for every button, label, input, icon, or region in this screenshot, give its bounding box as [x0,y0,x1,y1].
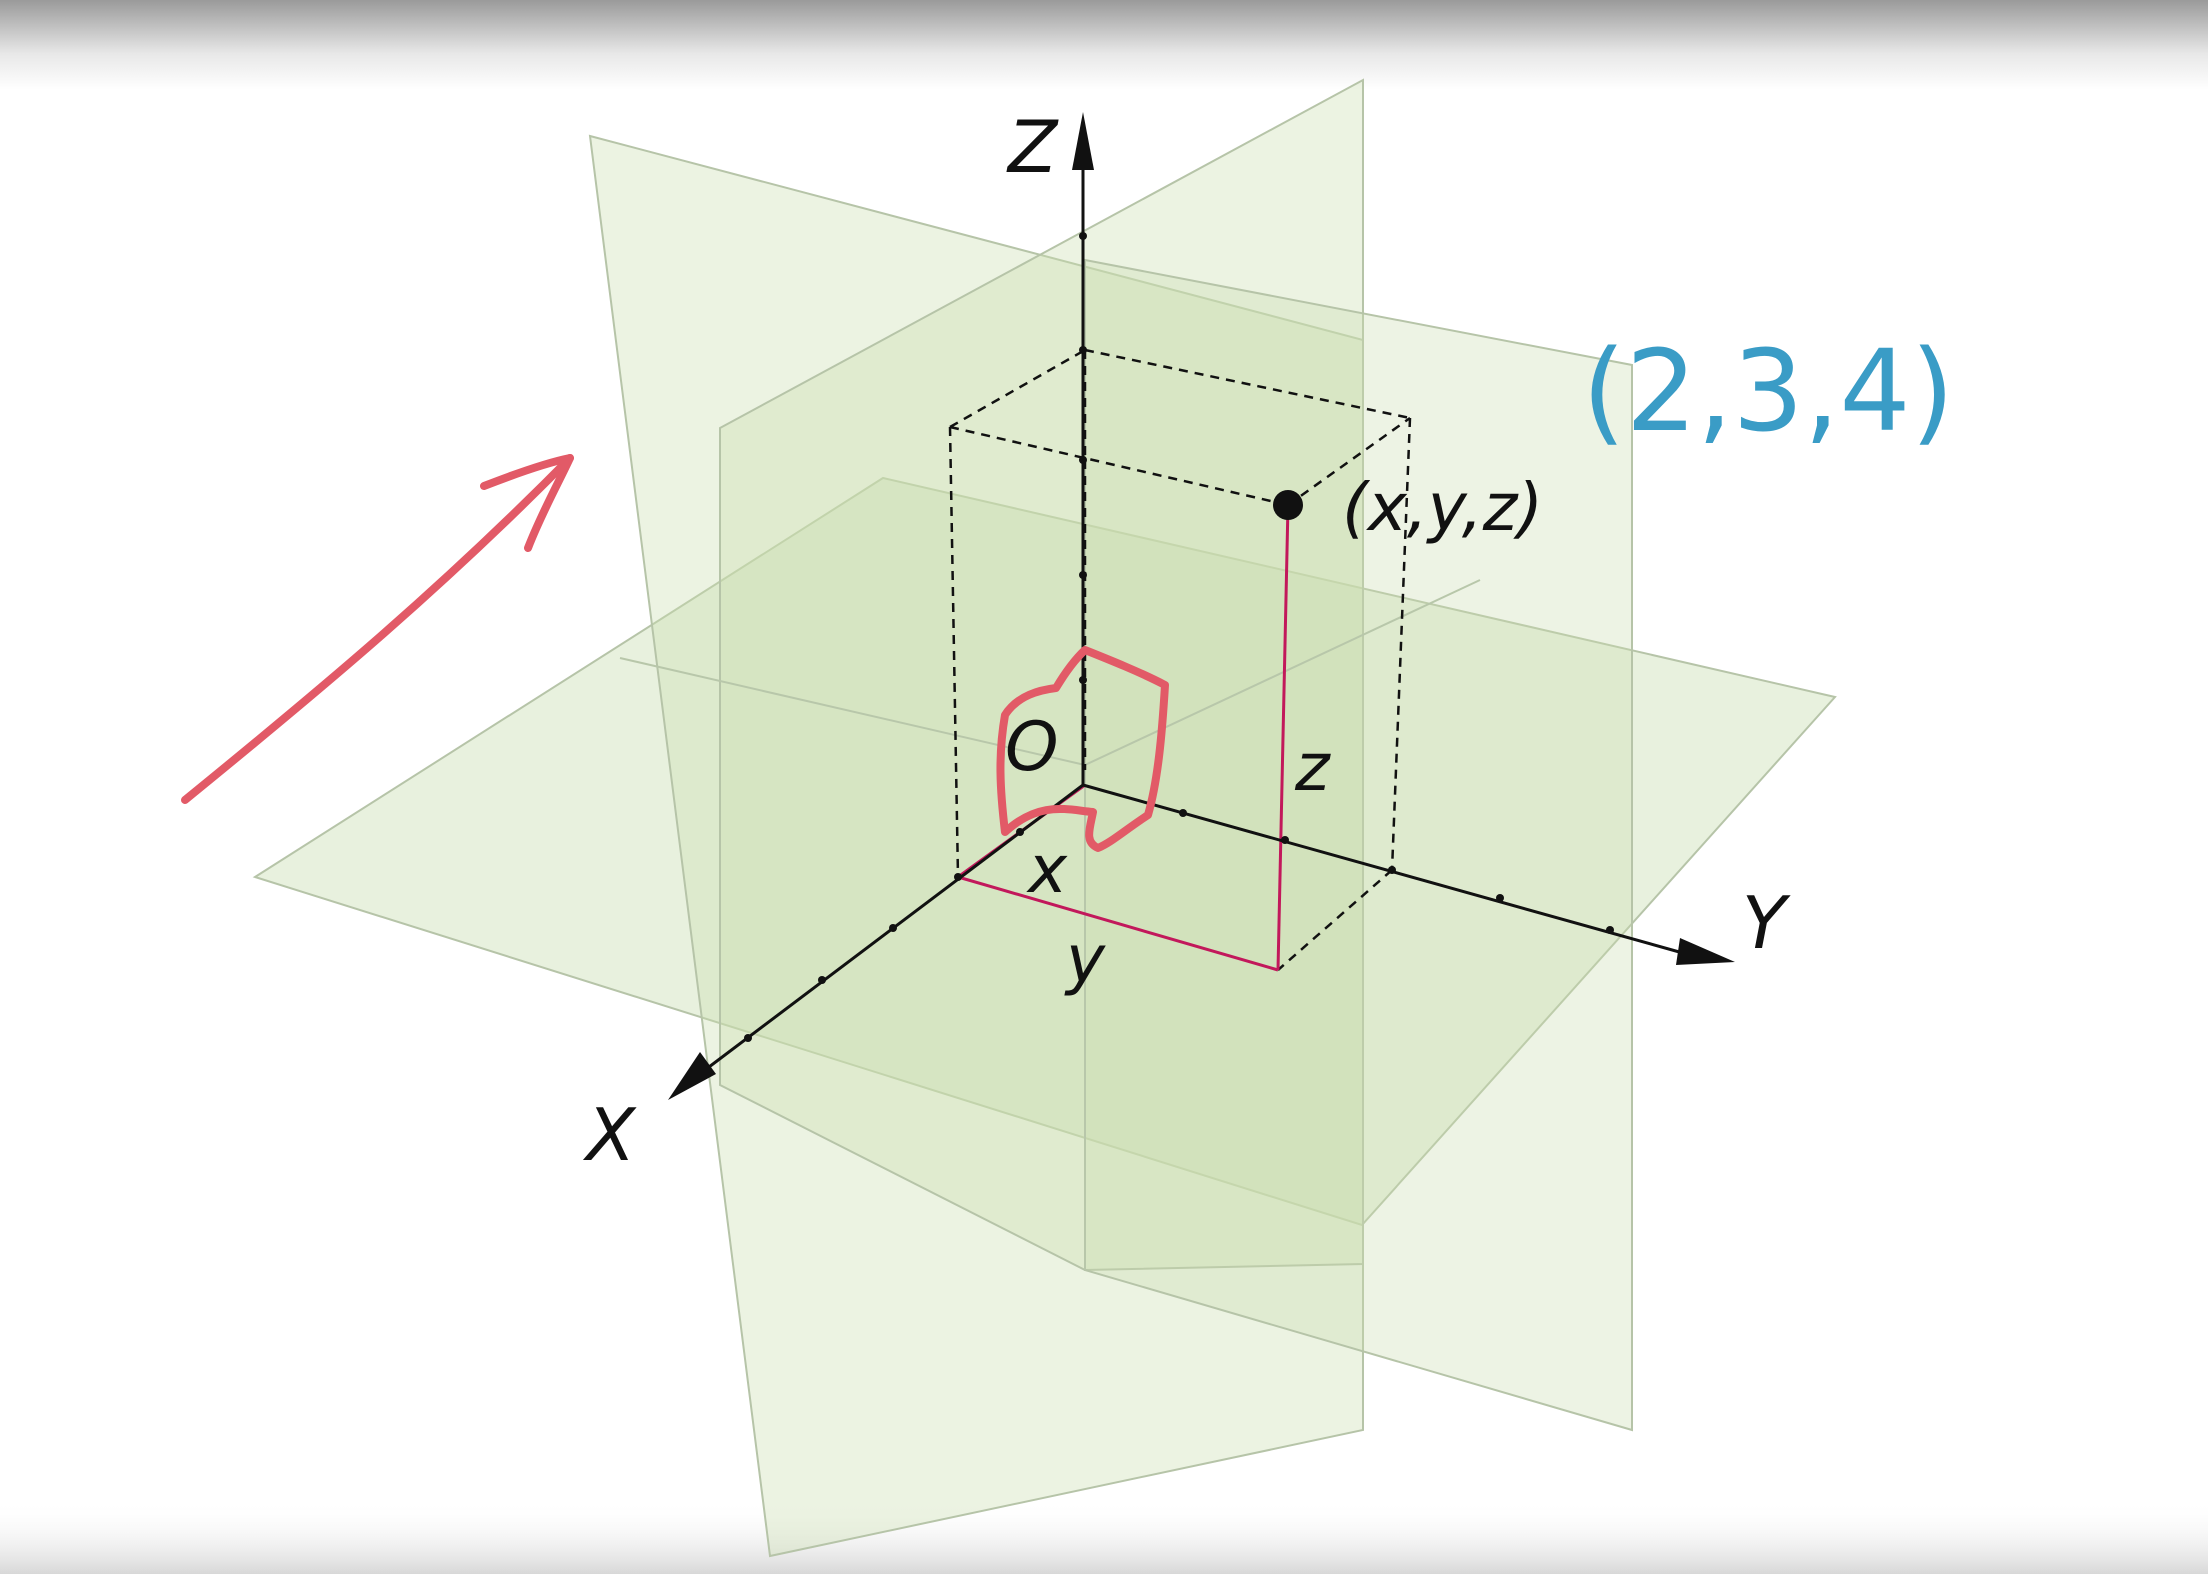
red-arrow-head [480,454,574,552]
red-angle-mark [996,646,1169,852]
x-axis-label: X [582,1093,637,1177]
y-axis-arrow [1676,938,1735,965]
z-axis-label: Z [1006,105,1059,189]
yz-plane [719,78,1364,1272]
dashed-box [948,348,1412,971]
top-shade [0,0,2208,90]
coordinate-annotation: (2,3,4) [1582,327,1954,457]
point-marker [1273,490,1303,520]
point-label: (x,y,z) [1342,469,1543,546]
red-ink-annotations [181,454,1169,852]
bottom-shade [0,1500,2208,1574]
segment-y-label: y [1064,921,1106,998]
red-arrow-shaft [181,454,574,804]
axis-ticks [744,232,1614,1042]
coordinate-planes [252,78,1837,1558]
xz-plane [588,134,1364,1558]
segment-x-label: x [1026,831,1068,908]
origin-label: O [1005,708,1059,787]
y-axis-label: Y [1742,881,1791,965]
z-axis-arrow [1072,112,1094,170]
yz-plane-right [1084,258,1633,1432]
segment-z-label: z [1294,729,1331,806]
x-axis-arrow [668,1052,716,1100]
